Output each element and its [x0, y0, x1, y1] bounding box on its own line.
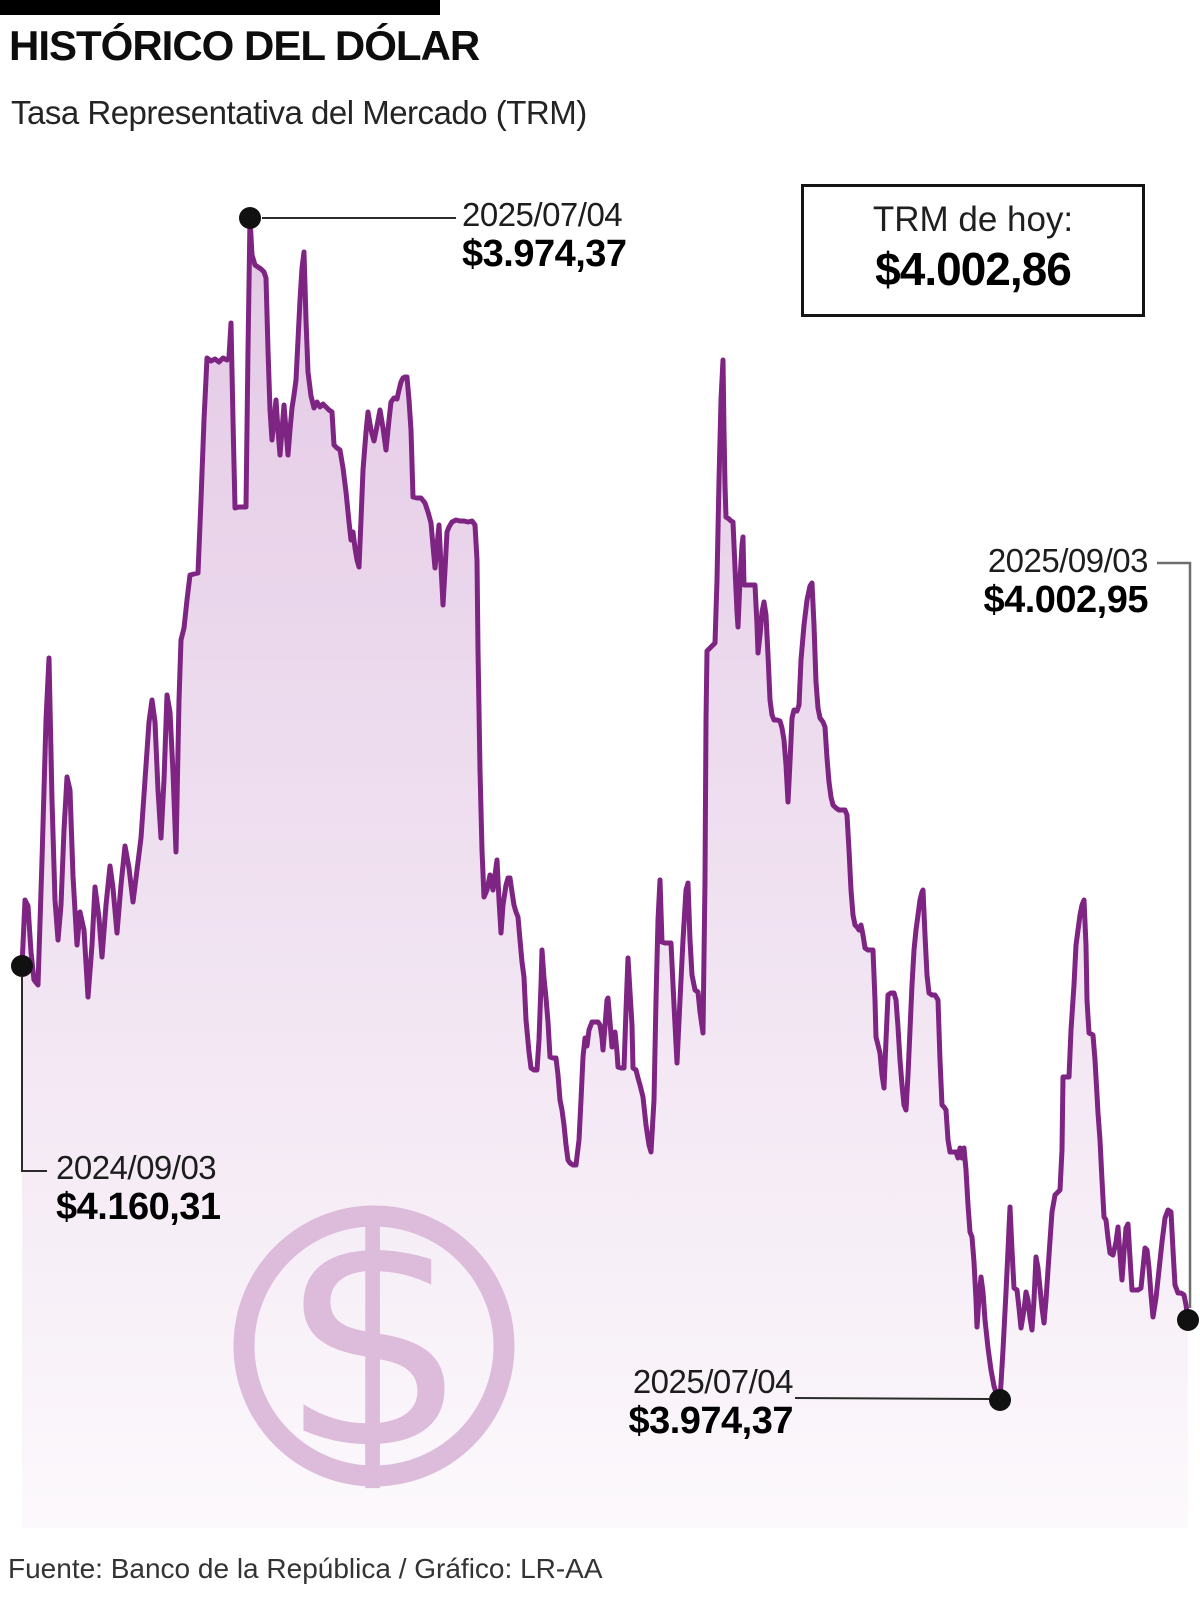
dollar-circle-ring	[233, 1205, 515, 1487]
data-point-marker	[989, 1389, 1011, 1411]
annotation-start-date: 2024/09/03	[56, 1149, 217, 1186]
data-point-marker	[11, 955, 33, 977]
annotation-peak: 2025/07/04 $3.974,37	[462, 197, 627, 275]
annotation-low-value: $3.974,37	[628, 1399, 793, 1442]
trm-today-value: $4.002,86	[875, 243, 1072, 295]
source-credit: Fuente: Banco de la República / Gráfico:…	[8, 1553, 603, 1584]
annotation-peak-value: $3.974,37	[462, 232, 627, 275]
annotation-low: 2025/07/04 $3.974,37	[628, 1364, 793, 1442]
annotation-end: 2025/09/03 $4.002,95	[983, 543, 1148, 621]
chart-area-fill	[22, 218, 1188, 1528]
annotation-low-date: 2025/07/04	[632, 1363, 794, 1400]
chart-line	[19, 215, 1191, 1403]
annotation-end-date: 2025/09/03	[987, 542, 1149, 579]
annotation-peak-date: 2025/07/04	[462, 196, 623, 233]
annotation-start-value: $4.160,31	[56, 1185, 221, 1228]
annotation-start: 2024/09/03 $4.160,31	[56, 1150, 221, 1228]
connector-low-annotation	[794, 1397, 990, 1400]
annotation-end-value: $4.002,95	[983, 578, 1148, 621]
trm-today-box: TRM de hoy: $4.002,86	[801, 184, 1145, 317]
data-point-marker	[1177, 1309, 1199, 1331]
connector-end-annotation	[1157, 561, 1192, 1308]
data-point-marker	[239, 207, 261, 229]
connector-start-annotation	[21, 977, 47, 1172]
dollar-sign-icon: $	[279, 1166, 470, 1515]
page-title: HISTÓRICO DEL DÓLAR	[9, 22, 480, 69]
chart-point-markers	[11, 207, 1199, 1411]
trm-today-label: TRM de hoy:	[872, 200, 1074, 239]
dollar-circle-icon: $	[233, 1166, 515, 1515]
header-accent-bar	[0, 0, 440, 15]
page-subtitle: Tasa Representativa del Mercado (TRM)	[11, 94, 587, 131]
